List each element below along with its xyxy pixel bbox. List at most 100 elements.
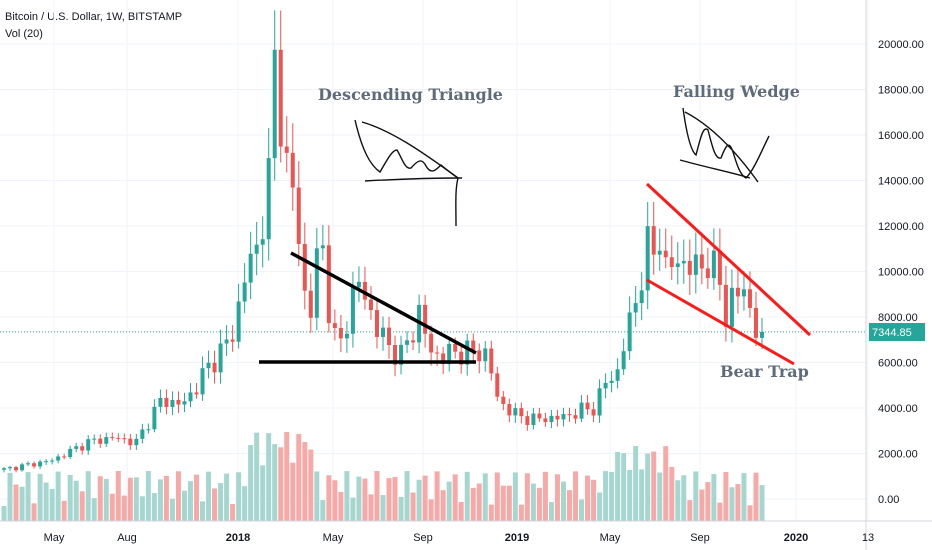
candle-body [8, 467, 13, 469]
candle-body [2, 468, 6, 470]
volume-bar [446, 481, 452, 521]
volume-bar [398, 496, 404, 521]
y-tick-label: 2000.00 [878, 449, 918, 461]
volume-bar [753, 472, 759, 521]
volume-bar [19, 486, 25, 521]
candle-body [675, 263, 680, 268]
candle-body [399, 344, 404, 365]
y-tick-label: 10000.00 [878, 267, 924, 279]
volume-bar [476, 483, 482, 521]
bear-trap-label: Bear Trap [720, 362, 809, 381]
volume-bar [302, 442, 308, 521]
volume-bar [554, 474, 560, 521]
volume-bar [488, 504, 494, 521]
candle-body [639, 290, 644, 304]
volume-bar [115, 471, 121, 521]
candle-body [615, 369, 620, 381]
y-tick-label: 8000.00 [878, 312, 918, 324]
volume-bar [200, 501, 206, 521]
candle-body [705, 268, 710, 279]
volume-bar [13, 484, 19, 521]
candle-body [735, 287, 740, 297]
candle-body [423, 304, 428, 334]
volume-bar [374, 471, 380, 521]
volume-bar [687, 500, 693, 521]
triangle-resistance-line [290, 251, 477, 355]
volume-bar [585, 475, 591, 521]
candle-body [62, 456, 67, 458]
volume-bar [651, 451, 657, 521]
candle-body [170, 399, 175, 407]
volume-bar [452, 474, 458, 521]
volume-bar [506, 485, 512, 521]
volume-bar [230, 504, 236, 521]
volume-legend[interactable]: Vol (20) [5, 28, 43, 40]
candle-body [164, 397, 169, 407]
volume-bar [326, 475, 332, 521]
volume-bar [320, 500, 326, 521]
candle-body [621, 351, 626, 370]
volume-bar [278, 447, 284, 521]
symbol-legend[interactable]: Bitcoin / U.S. Dollar, 1W, BITSTAMP [5, 11, 183, 23]
candle-body [38, 461, 43, 467]
last-price-value: 7344.85 [872, 327, 912, 339]
candle-body [465, 340, 470, 365]
candle-body [140, 429, 145, 439]
volume-bar [1, 506, 7, 521]
volume-bar [206, 471, 212, 521]
candle-body [741, 289, 746, 297]
volume-bar [723, 471, 729, 521]
candle-body [729, 287, 734, 327]
volume-bar [741, 473, 747, 521]
volume-bar [344, 471, 350, 521]
volume-bar [560, 481, 566, 521]
volume-bar [542, 471, 548, 521]
candle-body [128, 438, 133, 446]
falling-wedge-label: Falling Wedge [673, 82, 800, 101]
candle-body [387, 327, 392, 346]
candle-body [80, 446, 85, 451]
candle-body [567, 414, 572, 416]
volume-bar [368, 494, 374, 521]
candle-body [651, 226, 656, 255]
candle-body [609, 380, 614, 383]
volume-bar [139, 496, 145, 521]
volume-bar [151, 493, 157, 521]
candle-body [747, 289, 752, 308]
volume-bar [169, 498, 175, 521]
volume-bar [681, 475, 687, 521]
candle-body [579, 402, 584, 419]
volume-bar [500, 485, 506, 521]
candle-body [248, 253, 253, 283]
candle-body [104, 437, 109, 444]
candle-body [32, 463, 37, 467]
candle-body [723, 284, 728, 327]
volume-bar [91, 498, 97, 521]
x-axis[interactable]: May Aug 2018 May Sep 2019 May Sep 2020 13 [44, 532, 875, 544]
candle-body [447, 343, 452, 365]
candle-body [471, 340, 476, 351]
candle-body [26, 463, 31, 465]
x-tick-label: 2020 [784, 532, 808, 544]
candle-body [290, 152, 295, 188]
volume-bar [212, 488, 218, 521]
volume-bar [7, 472, 13, 521]
candle-body [603, 382, 608, 389]
candle-body [519, 408, 524, 417]
volume-bar [109, 493, 115, 521]
volume-bar [175, 471, 181, 521]
candle-body [489, 348, 494, 374]
y-axis[interactable]: 0.00 2000.00 4000.00 6000.00 8000.00 10000.00… [878, 39, 924, 506]
candle-body [435, 352, 440, 354]
volume-bar [133, 477, 139, 521]
candle-body [242, 282, 247, 302]
candle-body [254, 244, 259, 254]
candle-body [320, 245, 325, 249]
volume-bar [284, 431, 290, 521]
volume-bar [290, 462, 296, 521]
volume-bar [67, 474, 73, 521]
candle-body [92, 438, 97, 440]
candle-body [350, 287, 355, 334]
volume-bar [573, 471, 579, 521]
